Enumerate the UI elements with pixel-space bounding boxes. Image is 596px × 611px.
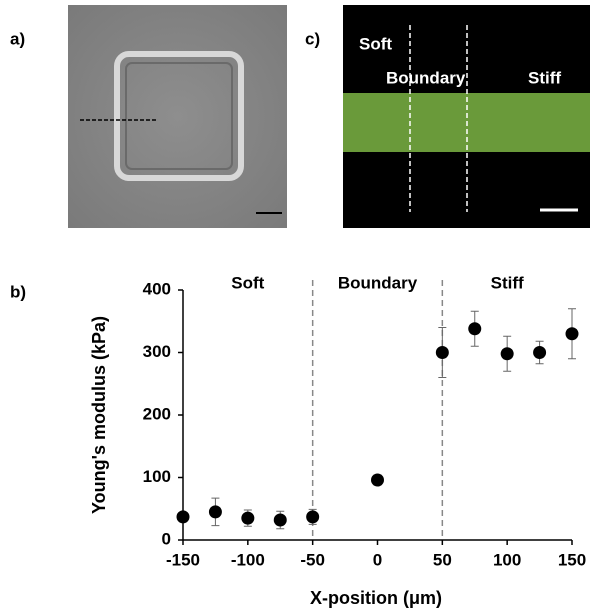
y-tick-label: 400 (143, 279, 171, 298)
data-point (435, 346, 449, 359)
data-point (241, 511, 255, 525)
image-text: Boundary (386, 68, 466, 87)
data-point (371, 473, 384, 487)
panel-label: c) (305, 29, 320, 48)
data-point (468, 322, 482, 336)
x-tick-label: 50 (433, 550, 452, 569)
data-point (533, 346, 547, 359)
x-axis-label: X-position (μm) (310, 588, 442, 608)
fluorescence-image (343, 5, 590, 228)
x-tick-label: 100 (493, 550, 521, 569)
annotation: Boundary (338, 273, 418, 292)
image-text: Soft (359, 34, 392, 53)
data-point (306, 510, 320, 524)
micrograph (68, 5, 287, 228)
data-point (208, 505, 222, 519)
y-tick-label: 200 (143, 404, 171, 423)
image-text: Stiff (528, 68, 561, 87)
panel-label: b) (10, 282, 26, 301)
data-point (565, 327, 579, 341)
data-point (500, 347, 514, 361)
panel-label: a) (10, 29, 25, 48)
y-tick-label: 100 (143, 467, 171, 486)
y-axis-label: Young's modulus (kPa) (89, 316, 109, 514)
x-tick-label: -150 (166, 550, 200, 569)
x-tick-label: -50 (300, 550, 325, 569)
x-tick-label: -100 (231, 550, 265, 569)
data-point (273, 513, 287, 527)
x-tick-label: 150 (558, 550, 586, 569)
data-point (176, 510, 190, 524)
annotation: Stiff (491, 273, 524, 292)
x-tick-label: 0 (373, 550, 382, 569)
annotation: Soft (231, 273, 264, 292)
y-tick-label: 300 (143, 342, 171, 361)
y-tick-label: 0 (162, 529, 171, 548)
